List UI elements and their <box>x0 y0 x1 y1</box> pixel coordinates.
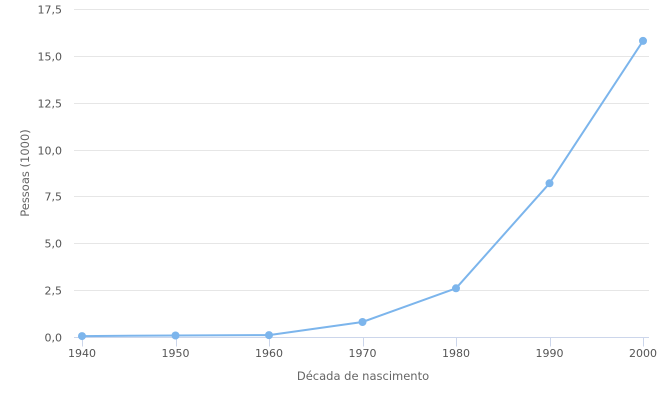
data-point[interactable] <box>545 179 554 188</box>
y-tick-label: 2,5 <box>45 285 63 298</box>
x-tick-label: 1940 <box>68 347 96 360</box>
data-point[interactable] <box>265 331 273 340</box>
y-tick-label: 10,0 <box>38 145 63 158</box>
data-point[interactable] <box>639 36 647 45</box>
x-axis-title: Década de nascimento <box>297 369 429 383</box>
y-tick-label: 0,0 <box>45 332 63 345</box>
y-axis-tick-labels: 0,0 2,5 5,0 7,5 10,0 12,5 15,0 17,5 <box>38 4 63 345</box>
y-tick-label: 15,0 <box>38 51 63 64</box>
series-line <box>81 39 644 338</box>
series-layer <box>78 36 647 341</box>
x-tick-label: 1970 <box>349 347 377 360</box>
y-tick-label: 5,0 <box>45 238 63 251</box>
x-tick-label: 1990 <box>536 347 564 360</box>
grid-lines <box>74 9 649 291</box>
y-tick-label: 7,5 <box>45 191 63 204</box>
y-axis-title: Pessoas (1000) <box>18 129 32 217</box>
y-tick-label: 17,5 <box>38 4 63 17</box>
x-tick-label: 2000 <box>629 347 657 360</box>
data-point[interactable] <box>171 331 180 340</box>
data-point[interactable] <box>452 284 460 293</box>
data-point[interactable] <box>358 318 367 327</box>
y-tick-label: 12,5 <box>38 98 63 111</box>
x-axis: 1940 1950 1960 1970 1980 1990 2000 <box>68 337 657 360</box>
x-tick-label: 1950 <box>162 347 190 360</box>
x-tick-label: 1960 <box>255 347 283 360</box>
x-tick-label: 1980 <box>442 347 470 360</box>
data-point[interactable] <box>78 332 86 341</box>
